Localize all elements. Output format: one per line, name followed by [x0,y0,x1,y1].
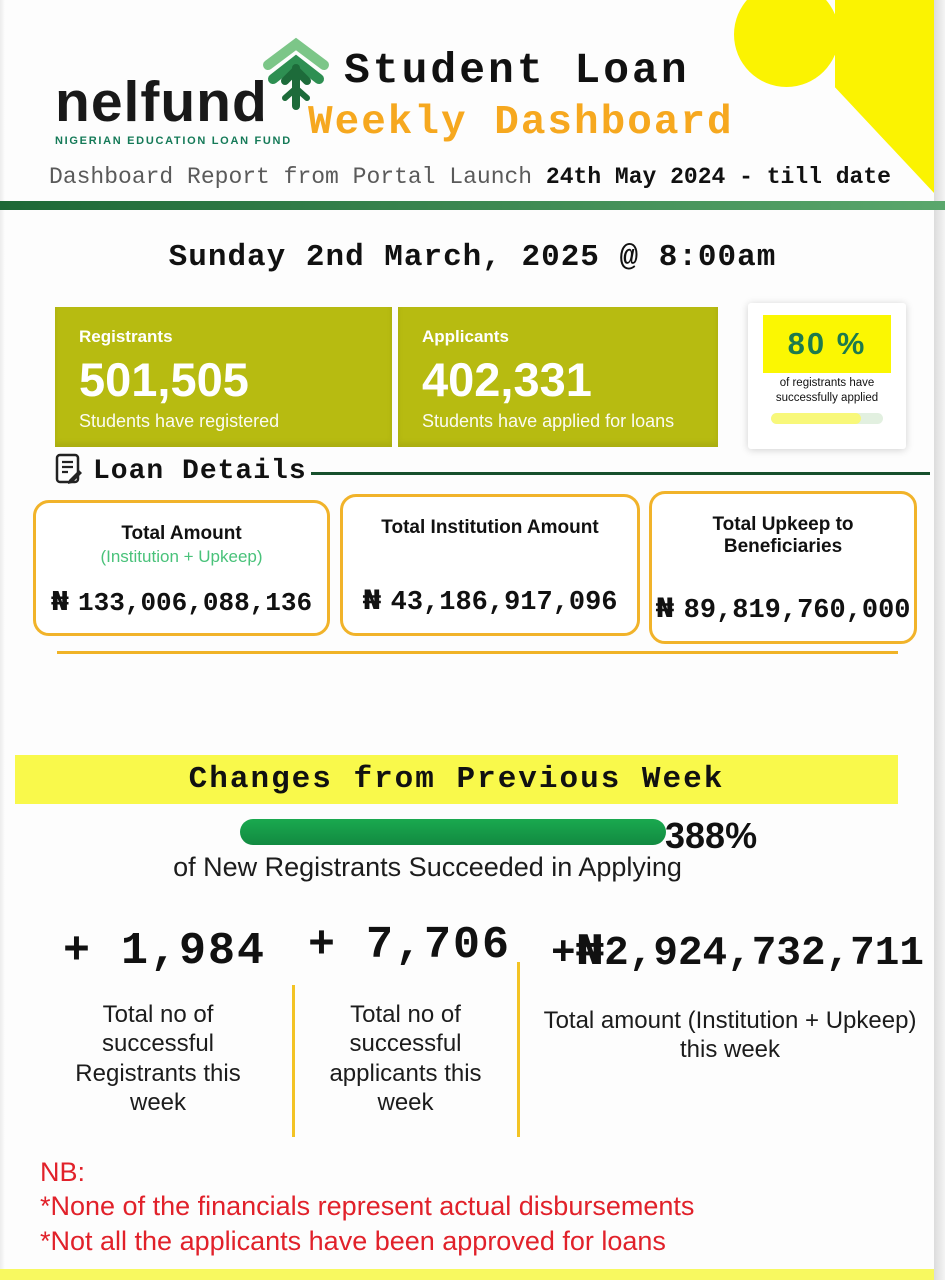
orange-divider-rule [57,651,898,654]
upkeep-amount-card: Total Upkeep to Beneficiaries ₦ 89,819,7… [649,491,917,644]
nb-notes: NB: *None of the financials represent ac… [40,1155,694,1258]
loan-details-title: Loan Details [93,456,307,487]
registrants-label: Registrants [79,327,173,346]
total-amount-subtitle: (Institution + Upkeep) [100,547,263,566]
naira-sign: ₦ [575,926,605,974]
nb-line-1: *None of the financials represent actual… [40,1191,695,1222]
plus-prefix: + [551,931,576,977]
total-amount-card: Total Amount (Institution + Upkeep) ₦ 13… [33,500,330,636]
upkeep-amount-value: ₦ 89,819,760,000 [652,593,914,626]
upkeep-amount-title: Total Upkeep to Beneficiaries [712,514,854,557]
growth-arrow-icon [260,36,332,117]
success-rate-value: 80 % [787,326,867,361]
amount-digits: 133,006,088,136 [78,588,313,618]
naira-sign: ₦ [50,587,79,617]
bottom-yellow-strip [0,1269,934,1280]
loan-details-header: Loan Details [55,453,930,490]
amount-digits: 43,186,917,096 [390,588,618,618]
page-edge-right [934,0,945,1280]
amount-delta-value: +₦2,924,732,711 [551,926,924,977]
report-period-line: Dashboard Report from Portal Launch 24th… [0,164,940,190]
applicants-card: Applicants 402,331 Students have applied… [398,307,718,447]
applicants-caption: Students have applied for loans [422,410,675,431]
column-divider-2 [517,962,520,1137]
weekly-progress-percent: 388% [665,815,758,856]
applicants-value: 402,331 [422,353,592,406]
nb-label: NB: [40,1157,86,1187]
applicants-label: Applicants [422,327,509,346]
total-amount-title: Total Amount [121,523,242,544]
amount-digits: 89,819,760,000 [683,596,911,626]
registrants-value: 501,505 [79,353,249,406]
amount-delta-description: Total amount (Institution + Upkeep) this… [543,1007,917,1064]
nelfund-logo: nelfund NIGERIAN EDUCATION LOAN FUND [55,70,292,148]
applicants-delta-value: + 7,706 [308,920,512,971]
total-amount-value: ₦ 133,006,088,136 [36,587,327,618]
report-period-prefix: Dashboard Report from Portal Launch [49,164,546,190]
success-rate-caption: of registrants have successfully applied [775,377,879,404]
note-edit-icon [55,453,83,490]
logo-tagline: NIGERIAN EDUCATION LOAN FUND [55,135,292,147]
yellow-circle-decoration [734,0,839,87]
nb-line-2: *Not all the applicants have been approv… [40,1225,666,1256]
column-divider-1 [292,985,295,1137]
green-divider-rule [0,201,945,210]
report-period-range: 24th May 2024 - till date [545,164,891,190]
registrants-delta-value: + 1,984 [63,926,267,977]
weekly-progress-bar [240,819,666,845]
institution-amount-title: Total Institution Amount [381,517,599,538]
institution-amount-card: Total Institution Amount ₦ 43,186,917,09… [340,494,640,636]
amount-digits: 2,924,732,711 [604,931,924,977]
registrants-card: Registrants 501,505 Students have regist… [55,307,392,447]
logo-wordmark: nelfund [55,70,268,134]
registrants-caption: Students have registered [79,410,280,431]
page-subtitle: Weekly Dashboard [308,100,734,146]
weekly-progress-caption: of New Registrants Succeeded in Applying [173,852,682,882]
success-rate-highlight: 80 % [763,315,891,373]
changes-banner: Changes from Previous Week [15,755,898,804]
registrants-delta-description: Total no of successful Registrants this … [75,1001,241,1116]
naira-sign: ₦ [362,585,391,616]
naira-sign: ₦ [655,593,684,624]
snapshot-date-heading: Sunday 2nd March, 2025 @ 8:00am [168,240,777,275]
success-rate-progress-fill [771,412,861,424]
loan-details-rule [310,472,930,475]
institution-amount-value: ₦ 43,186,917,096 [343,585,637,618]
success-rate-progressbar [771,412,883,424]
applicants-delta-description: Total no of successful applicants this w… [329,1001,482,1116]
page-edge-left [0,0,5,1280]
page-title: Student Loan [344,46,690,95]
success-rate-card: 80 % of registrants have successfully ap… [748,303,906,449]
